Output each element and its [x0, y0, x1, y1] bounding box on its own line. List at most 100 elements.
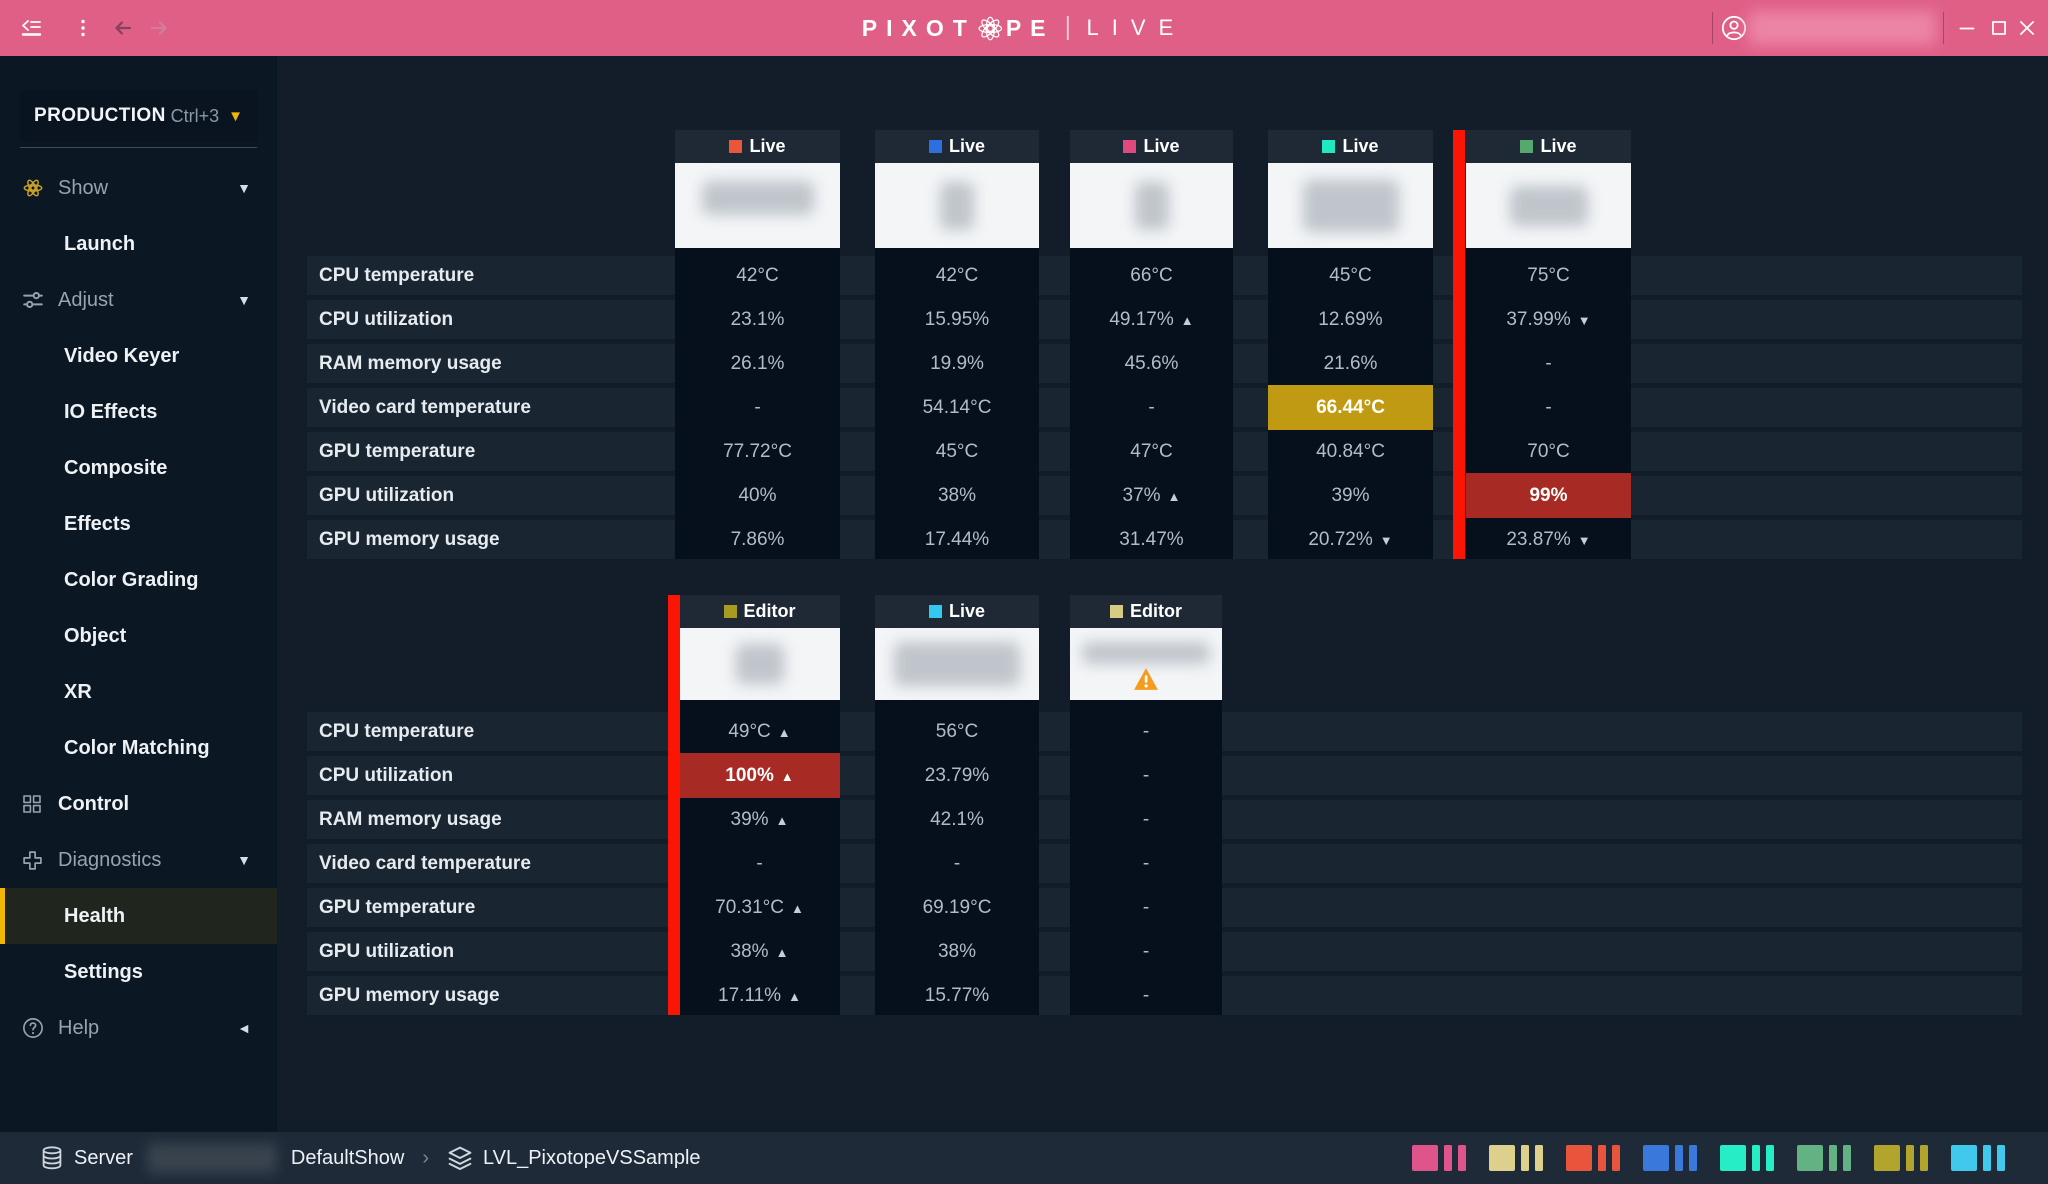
show-flower-icon [22, 177, 48, 199]
minimize-button[interactable] [1950, 11, 1984, 45]
back-arrow-button[interactable] [106, 11, 140, 45]
machine-color-group[interactable] [1874, 1145, 1928, 1171]
metric-row-label: GPU temperature [319, 897, 476, 918]
sidebar-item-object[interactable]: Object [0, 608, 277, 664]
machine-name-card[interactable] [675, 163, 840, 248]
metric-row-label: CPU utilization [319, 309, 454, 330]
pixotope-live-logo: PIXOT PE LIVE [862, 0, 1186, 56]
sidebar-item-color-matching[interactable]: Color Matching [0, 720, 277, 776]
machine-color-group[interactable] [1797, 1145, 1851, 1171]
metric-cell: 39% [1331, 485, 1370, 506]
machine-metrics-column: 66°C 49.17% ▲ 45.6% - 47°C 37% ▲ 31.47% [1070, 248, 1233, 559]
sidebar-item-video-keyer[interactable]: Video Keyer [0, 328, 277, 384]
sidebar-item-label: IO Effects [64, 400, 158, 423]
status-color-swatch [729, 140, 743, 153]
sidebar-item-diagnostics[interactable]: Diagnostics ▼ [0, 832, 277, 888]
sidebar-item-label: Effects [64, 512, 131, 535]
sidebar-item-launch[interactable]: Launch [0, 216, 277, 272]
sidebar-item-adjust[interactable]: Adjust ▼ [0, 272, 277, 328]
metric-cell: 75°C [1527, 265, 1570, 286]
machine-status-badge: Live [1466, 130, 1631, 163]
machine-name-card[interactable] [679, 628, 840, 700]
metric-cell: - [1142, 765, 1150, 786]
machine-color-group[interactable] [1951, 1145, 2005, 1171]
machine-status-badge: Live [675, 130, 840, 163]
machine-color-bar [1829, 1145, 1837, 1171]
sidebar-item-label: Health [64, 904, 126, 927]
sidebar-item-label: XR [64, 680, 92, 703]
machine-color-bar [1920, 1145, 1928, 1171]
sidebar-item-effects[interactable]: Effects [0, 496, 277, 552]
sidebar-item-color-grading[interactable]: Color Grading [0, 552, 277, 608]
grid-icon [22, 794, 48, 814]
machine-alert-bar [1453, 130, 1465, 559]
sidebar-item-composite[interactable]: Composite [0, 440, 277, 496]
status-badge-label: Live [948, 601, 986, 621]
breadcrumb-show[interactable]: DefaultShow [290, 1146, 405, 1169]
breadcrumb-level[interactable]: LVL_PixotopeVSSample [482, 1146, 701, 1169]
metric-row-label: GPU memory usage [319, 985, 500, 1006]
machine-color-group[interactable] [1643, 1145, 1697, 1171]
machine-color-bar [1612, 1145, 1620, 1171]
machine-name-card[interactable] [875, 628, 1039, 700]
metric-row-label: CPU temperature [319, 265, 475, 286]
production-shortcut: Ctrl+3 [170, 105, 220, 126]
machine-color-group[interactable] [1412, 1145, 1466, 1171]
metric-cell: - [756, 853, 763, 874]
metric-row-label: CPU temperature [319, 721, 475, 742]
metric-cell: 42.1% [930, 809, 984, 830]
sidebar-item-control[interactable]: Control [0, 776, 277, 832]
machine-name-card[interactable] [1070, 628, 1222, 700]
machine-name-card[interactable] [1268, 163, 1433, 248]
sidebar-item-io-effects[interactable]: IO Effects [0, 384, 277, 440]
sidebar-item-xr[interactable]: XR [0, 664, 277, 720]
sidebar-item-show[interactable]: Show ▼ [0, 160, 277, 216]
warning-icon [1070, 667, 1222, 691]
metric-cell: 15.77% [924, 985, 990, 1006]
metric-cell: 12.69% [1318, 309, 1383, 330]
production-selector[interactable]: PRODUCTION Ctrl+3 ▼ [20, 90, 257, 142]
metric-cell: 77.72°C [723, 441, 792, 462]
machine-color-block [1874, 1145, 1900, 1171]
machine-color-group[interactable] [1489, 1145, 1543, 1171]
database-icon [40, 1145, 64, 1171]
server-label[interactable]: Server [74, 1146, 133, 1169]
sidebar-item-settings[interactable]: Settings [0, 944, 277, 1000]
titlebar: PIXOT PE LIVE [0, 0, 2048, 56]
machine-color-bar [1906, 1145, 1914, 1171]
metric-cell: 38% ▲ [730, 941, 789, 962]
account-icon[interactable] [1717, 11, 1751, 45]
metric-cell: 45°C [1329, 265, 1372, 286]
maximize-button[interactable] [1982, 11, 2016, 45]
machine-name-redacted [735, 644, 784, 684]
forward-arrow-button[interactable] [142, 11, 176, 45]
sidebar-item-health[interactable]: Health [0, 888, 277, 944]
sidebar-item-label: Adjust [58, 288, 114, 311]
metric-cell: - [1142, 853, 1150, 874]
metric-cell: - [754, 397, 761, 418]
machine-name-card[interactable] [1070, 163, 1233, 248]
machine-color-group[interactable] [1566, 1145, 1620, 1171]
machine-color-block [1489, 1145, 1515, 1171]
sidebar-item-label: Help [58, 1016, 100, 1039]
machine-name-card[interactable] [875, 163, 1039, 248]
collapse-sidebar-button[interactable] [14, 11, 48, 45]
metric-cell: - [1142, 897, 1150, 918]
metric-row-label: GPU utilization [319, 485, 455, 506]
sidebar-item-help[interactable]: Help ◄ [0, 1000, 277, 1056]
sidebar-item-label: Show [58, 176, 109, 199]
trend-up-icon: ▲ [1167, 489, 1181, 504]
machine-color-group[interactable] [1720, 1145, 1774, 1171]
machine-name-card[interactable] [1466, 163, 1631, 248]
status-badge-label: Live [948, 136, 986, 156]
machine-metrics-column: 42°C 15.95% 19.9% 54.14°C 45°C 38% 17.44% [875, 248, 1039, 559]
machine-color-bar [1843, 1145, 1851, 1171]
machine-name-redacted [940, 181, 974, 230]
kebab-menu-button[interactable] [66, 11, 100, 45]
logo-brand-left: PIXOT [861, 14, 976, 41]
close-button[interactable] [2010, 11, 2044, 45]
machine-color-block [1720, 1145, 1746, 1171]
metric-row-label: Video card temperature [319, 853, 531, 874]
logo-brand-right: PE [1005, 14, 1055, 41]
machine-color-block [1412, 1145, 1438, 1171]
